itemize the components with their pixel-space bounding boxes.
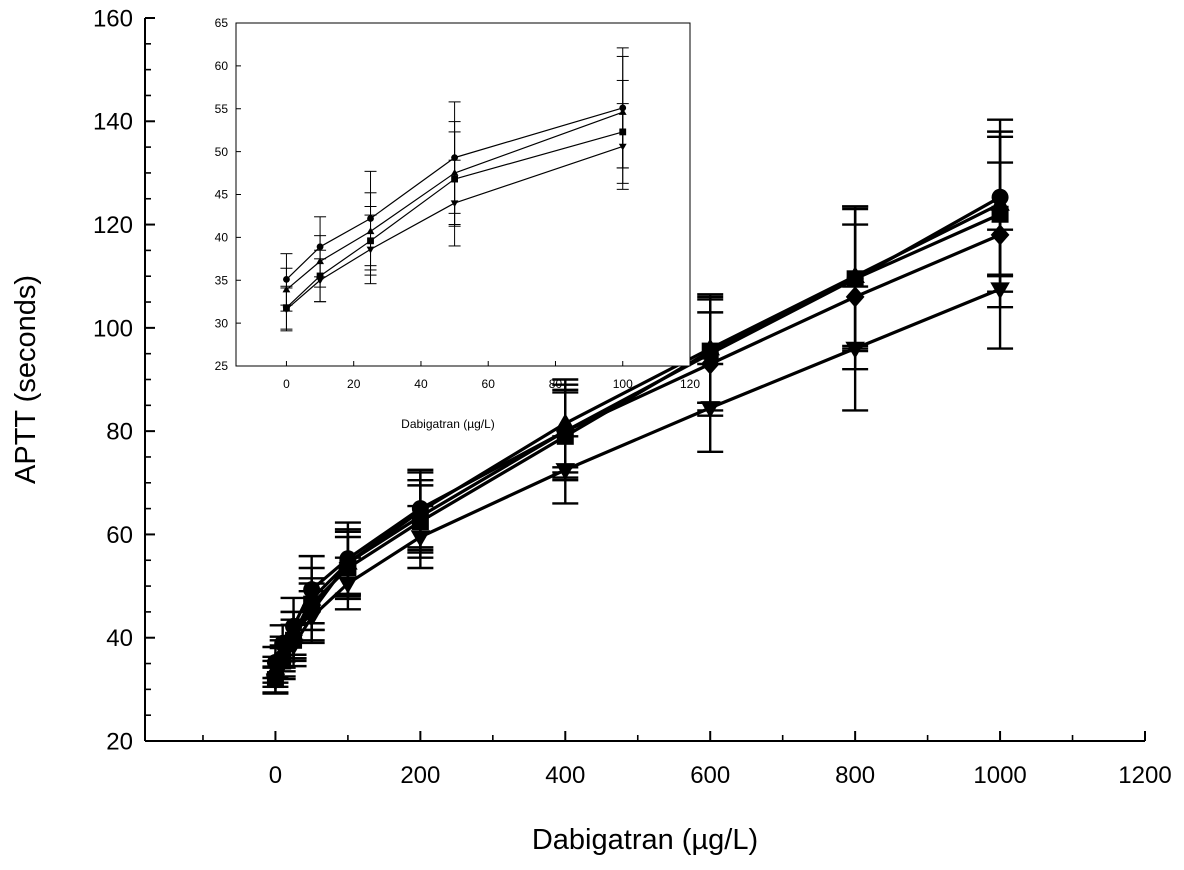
inset-series-4-point [618,143,627,151]
main-xtick-label: 600 [690,762,730,789]
inset-ytick-label: 30 [215,316,229,330]
inset-series-4-point [282,306,291,314]
main-xtick-label: 800 [835,762,875,789]
inset-x-axis-title: Dabigatran (µg/L) [401,417,495,431]
main-xtick-label: 1200 [1118,762,1171,789]
main-xtick-label: 200 [400,762,440,789]
inset-ytick-label: 45 [215,188,229,202]
inset-xtick-label: 40 [414,377,428,391]
inset-ytick-label: 65 [215,16,229,30]
inset-ytick-label: 60 [215,59,229,73]
inset-xtick-label: 60 [482,377,496,391]
main-series-5-point [990,282,1010,300]
inset-series-4-point [450,200,459,208]
inset-frame [235,22,691,367]
main-ytick-label: 140 [93,109,133,136]
main-series-5-point [410,530,431,548]
inset-xtick-label: 20 [347,377,361,391]
main-y-axis-title: APTT (seconds) [10,275,42,484]
inset-xtick-label: 0 [283,377,290,391]
inset-series-4-point [366,246,375,254]
inset-xtick-label: 120 [680,377,700,391]
inset-series-4-point [316,277,324,285]
main-series-5-line [273,287,1001,682]
main-series-5-point [338,576,358,594]
inset-group: 25 30 35 40 45 50 55 60 65 0 20 40 60 80 100 120 Dabigat… [215,16,701,431]
main-ytick-label: 80 [106,419,133,446]
main-ytick-label: 100 [93,315,133,342]
main-series-3-line [273,212,1001,681]
inset-xtick-label: 100 [613,377,633,391]
inset-ytick-label: 50 [215,145,229,159]
main-xtick-label: 0 [269,762,282,789]
main-ytick-label: 20 [106,728,133,755]
main-series-5-point [700,401,720,419]
inset-ytick-label: 35 [215,273,229,287]
inset-ytick-label: 55 [215,102,229,116]
main-ytick-label: 40 [106,625,133,652]
main-ytick-label: 60 [106,522,133,549]
main-series-5-point [555,463,576,481]
main-ytick-label: 160 [93,5,133,32]
main-x-axis-title: Dabigatran (µg/L) [532,824,758,856]
main-series-5-point [301,610,322,628]
main-xtick-label: 1000 [973,762,1026,789]
inset-ytick-label: 25 [215,359,229,373]
inset-xtick-label: 80 [549,377,563,391]
main-ytick-label: 120 [93,212,133,239]
main-series-5-point [845,341,865,359]
main-xtick-label: 400 [545,762,585,789]
main-series-5-point [283,638,304,656]
inset-ytick-label: 40 [215,231,229,245]
